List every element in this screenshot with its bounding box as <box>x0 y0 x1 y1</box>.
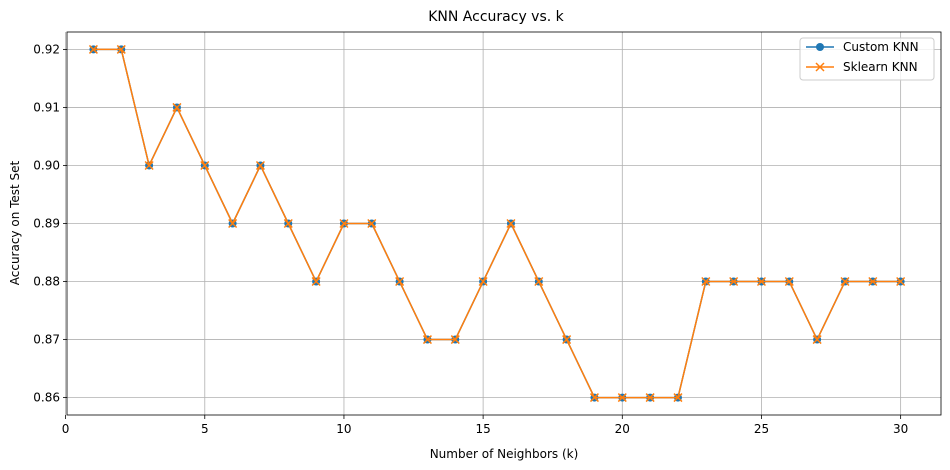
data-point-x <box>701 276 711 287</box>
axis-ticks: 0 5 10 15 20 25 30 0.86 0.87 0.88 0.89 0.90 0.91 0.92 <box>33 42 908 436</box>
x-tick-label: 0 <box>62 422 70 436</box>
legend-box <box>799 37 935 81</box>
data-point-x <box>339 218 349 229</box>
x-tick-label: 20 <box>615 422 630 436</box>
legend: Custom KNN Sklearn KNN <box>799 37 935 81</box>
data-point-x <box>868 276 878 287</box>
y-tick-label: 0.88 <box>33 275 60 289</box>
data-point-x <box>255 160 265 171</box>
series-line <box>93 48 901 399</box>
data-point-x <box>200 160 210 171</box>
series-sklearn-knn <box>88 44 906 403</box>
data-point-x <box>116 44 126 54</box>
data-point-x <box>896 276 906 287</box>
data-point-x <box>478 276 488 287</box>
data-point-x <box>840 276 850 287</box>
data-point-x <box>729 276 739 287</box>
legend-label-custom-knn: Custom KNN <box>843 40 919 54</box>
x-tick-label: 5 <box>201 422 209 436</box>
y-tick-label: 0.87 <box>33 333 60 347</box>
data-point-x <box>589 393 599 403</box>
legend-marker-circle-icon <box>816 43 824 51</box>
x-tick-label: 30 <box>893 422 908 436</box>
chart-title: KNN Accuracy vs. k <box>428 9 564 25</box>
data-point-x <box>144 160 154 171</box>
data-point-x <box>756 276 766 287</box>
data-point-x <box>784 276 794 287</box>
legend-marker-x-icon <box>815 62 825 72</box>
y-tick-label: 0.86 <box>33 391 60 405</box>
data-point-x <box>506 218 516 229</box>
data-point-x <box>283 218 293 229</box>
data-point-x <box>562 335 572 345</box>
data-point-x <box>311 276 321 287</box>
y-tick-label: 0.90 <box>33 158 60 172</box>
x-tick-label: 25 <box>754 422 769 436</box>
data-point-x <box>812 335 822 345</box>
x-axis-label: Number of Neighbors (k) <box>430 447 579 461</box>
data-point-x <box>617 393 627 403</box>
x-tick-label: 10 <box>336 422 351 436</box>
data-point-x <box>172 102 182 112</box>
data-point-x <box>367 218 377 229</box>
data-point-x <box>228 218 238 229</box>
data-point-x <box>88 44 98 54</box>
y-axis-label: Accuracy on Test Set <box>8 160 22 285</box>
y-tick-label: 0.92 <box>33 42 60 56</box>
data-point-x <box>673 393 683 403</box>
series-layer <box>88 44 906 403</box>
y-tick-label: 0.91 <box>33 100 60 114</box>
data-point-x <box>645 393 655 403</box>
y-tick-label: 0.89 <box>33 217 60 231</box>
x-tick-label: 15 <box>475 422 490 436</box>
data-point-x <box>450 335 460 345</box>
legend-label-sklearn-knn: Sklearn KNN <box>843 60 918 74</box>
grid-lines <box>65 32 941 415</box>
data-point-x <box>395 276 405 287</box>
data-point-x <box>534 276 544 287</box>
data-point-x <box>422 335 432 345</box>
